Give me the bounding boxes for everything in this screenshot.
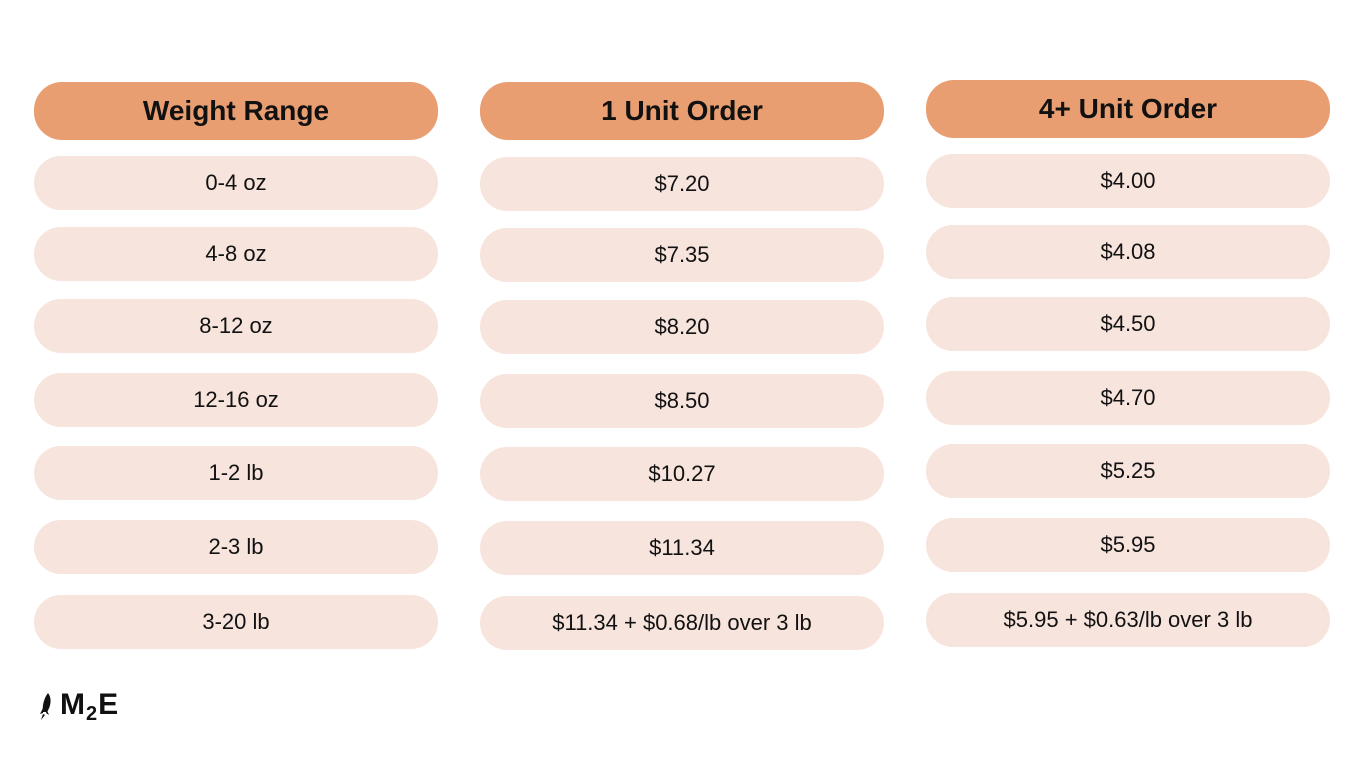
table-cell: $4.50 bbox=[926, 297, 1330, 351]
table-cell: $10.27 bbox=[480, 447, 884, 501]
table-cell: $5.95 bbox=[926, 518, 1330, 572]
table-cell: 3-20 lb bbox=[34, 595, 438, 649]
table-cell: $11.34 bbox=[480, 521, 884, 575]
table-cell: $4.00 bbox=[926, 154, 1330, 208]
table-cell: $5.95 + $0.63/lb over 3 lb bbox=[926, 593, 1330, 647]
table-cell: $4.70 bbox=[926, 371, 1330, 425]
logo-text: M2E bbox=[60, 688, 120, 725]
table-cell: 2-3 lb bbox=[34, 520, 438, 574]
table-cell: $7.35 bbox=[480, 228, 884, 282]
m2e-logo: M2E bbox=[38, 688, 119, 726]
table-cell: $11.34 + $0.68/lb over 3 lb bbox=[480, 596, 884, 650]
table-cell: $8.20 bbox=[480, 300, 884, 354]
table-cell: $7.20 bbox=[480, 157, 884, 211]
rocket-icon bbox=[40, 693, 51, 720]
table-cell: 4-8 oz bbox=[34, 227, 438, 281]
table-cell: $4.08 bbox=[926, 225, 1330, 279]
column-header: 4+ Unit Order bbox=[926, 80, 1330, 138]
column-header: Weight Range bbox=[34, 82, 438, 140]
table-cell: 1-2 lb bbox=[34, 446, 438, 500]
table-cell: $8.50 bbox=[480, 374, 884, 428]
table-cell: 0-4 oz bbox=[34, 156, 438, 210]
table-cell: $5.25 bbox=[926, 444, 1330, 498]
table-cell: 8-12 oz bbox=[34, 299, 438, 353]
table-cell: 12-16 oz bbox=[34, 373, 438, 427]
column-header: 1 Unit Order bbox=[480, 82, 884, 140]
